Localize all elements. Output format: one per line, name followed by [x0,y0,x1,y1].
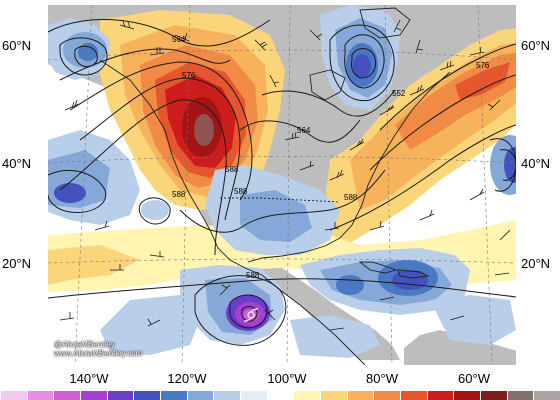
lon-label-100w: 100°W [267,371,307,386]
lon-label-120w: 120°W [167,371,207,386]
colorbar-swatch [506,391,534,400]
contour-label: 576 [476,61,490,70]
contour-label: 564 [172,35,186,44]
lat-label-20n-right: 20°N [521,256,551,271]
colorbar-swatch [26,391,54,400]
lon-label-80w: 80°W [366,371,398,386]
colorbar-swatch [480,391,507,400]
colorbar-swatch [533,391,560,400]
colorbar-swatch [400,391,427,400]
lat-label-60n-left: 60°N [2,38,32,53]
contour-label: 564 [297,126,311,135]
colorbar-swatch [53,391,81,400]
colorbar-swatch [426,391,454,400]
colorbar-swatch [80,391,107,400]
colorbar-swatch [346,391,374,400]
lat-label-40n-right: 40°N [521,156,551,171]
credit-handle: @AliciaMBentley [54,340,115,349]
lon-label-140w: 140°W [69,371,109,386]
graticule [48,5,516,365]
lat-label-60n-right: 60°N [521,38,551,53]
height-anomaly-shading [48,5,516,358]
colorbar-swatch [213,391,241,400]
contour-label: 588 [225,165,239,174]
contour-label: 588 [246,271,260,280]
map-canvas: 564 576 588 588 588 564 552 576 588 588 [48,5,516,365]
contour-label: 552 [392,89,406,98]
lon-label-60w: 60°W [458,371,490,386]
colorbar-swatch [373,391,401,400]
colorbar-swatch [266,391,294,400]
colorbar-swatch [160,391,187,400]
contour-label: 588 [172,190,186,199]
contour-label: 588 [344,193,358,202]
colorbar-swatch [0,391,27,400]
colorbar-swatch [320,391,347,400]
coastlines [99,7,451,365]
colorbar-swatch [106,391,134,400]
author-credit: @AliciaMBentley www.AliciaMBentley.com [54,340,142,358]
color-scale-bar [0,391,560,400]
colorbar-swatch [133,391,161,400]
map-panel: 564 576 588 588 588 564 552 576 588 588 [48,5,516,365]
contour-labels: 564 576 588 588 588 564 552 576 588 588 [172,35,490,280]
credit-website: www.AliciaMBentley.com [54,349,143,358]
hurricane-symbol-icon [243,308,259,322]
colorbar-swatch [186,391,214,400]
contour-label: 576 [182,71,196,80]
lat-label-20n-left: 20°N [2,256,32,271]
height-contours [48,19,516,346]
colorbar-swatch [240,391,267,400]
contour-label: 588 [234,187,248,196]
colorbar-swatch [453,391,481,400]
wind-barbs [59,19,511,331]
colorbar-swatch [293,391,321,400]
lat-label-40n-left: 40°N [2,156,32,171]
